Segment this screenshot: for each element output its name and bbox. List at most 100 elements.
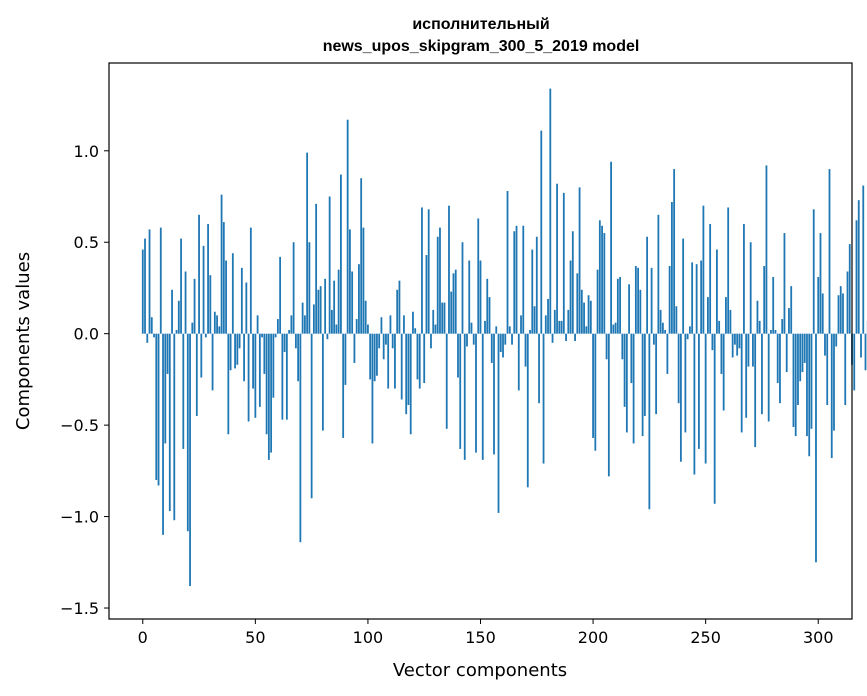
bar-67 xyxy=(292,242,295,334)
bar-170 xyxy=(524,333,527,367)
bar-265 xyxy=(738,333,741,349)
bar-208 xyxy=(610,161,612,334)
bar-174 xyxy=(533,306,536,334)
bar-273 xyxy=(756,300,759,334)
bar-82 xyxy=(326,333,329,340)
bar-211 xyxy=(616,278,619,334)
bar-47 xyxy=(247,333,250,422)
bar-307 xyxy=(833,333,835,431)
bar-279 xyxy=(770,330,772,334)
bar-120 xyxy=(412,311,414,334)
bar-156 xyxy=(493,333,495,455)
bar-198 xyxy=(587,295,590,334)
bar-194 xyxy=(578,187,581,334)
bar-2 xyxy=(146,333,149,343)
bar-223 xyxy=(643,333,646,416)
bar-16 xyxy=(177,300,180,334)
bar-317 xyxy=(855,220,858,334)
bar-243 xyxy=(688,326,691,334)
bar-160 xyxy=(502,333,504,358)
bar-20 xyxy=(186,333,189,532)
bar-285 xyxy=(783,233,786,334)
bar-130 xyxy=(434,324,437,334)
bar-25 xyxy=(198,214,200,334)
bar-35 xyxy=(220,194,223,334)
bar-298 xyxy=(812,209,815,334)
bar-80 xyxy=(321,333,324,431)
bar-86 xyxy=(335,324,338,334)
bar-255 xyxy=(716,249,718,334)
bar-37 xyxy=(225,260,227,334)
bar-161 xyxy=(504,333,507,345)
bar-26 xyxy=(200,333,203,378)
bar-7 xyxy=(157,333,160,486)
bar-106 xyxy=(380,317,383,334)
bar-138 xyxy=(452,273,455,334)
bar-235 xyxy=(670,202,673,334)
bar-220 xyxy=(637,267,640,334)
bar-49 xyxy=(252,333,254,389)
bar-88 xyxy=(340,174,342,334)
bar-224 xyxy=(646,236,649,334)
bar-316 xyxy=(853,333,856,391)
bar-236 xyxy=(673,169,676,334)
bar-304 xyxy=(826,333,829,406)
bar-219 xyxy=(634,266,637,334)
bar-140 xyxy=(457,333,459,378)
bar-103 xyxy=(373,333,376,382)
y-tick-label: −0.5 xyxy=(60,416,99,435)
bar-93 xyxy=(351,271,354,334)
bar-158 xyxy=(497,333,500,513)
bar-289 xyxy=(792,333,795,427)
bar-254 xyxy=(713,333,716,504)
bar-73 xyxy=(306,152,309,334)
bar-246 xyxy=(695,264,698,334)
bar-12 xyxy=(168,333,171,512)
bar-159 xyxy=(499,333,502,352)
x-axis-ticks: 0 50 100 150 200 250 300 xyxy=(138,619,834,647)
bar-128 xyxy=(430,333,432,349)
bar-240 xyxy=(682,238,685,334)
bar-76 xyxy=(312,304,315,334)
bar-301 xyxy=(819,233,822,334)
bar-195 xyxy=(580,289,583,334)
bar-113 xyxy=(396,289,399,334)
bar-318 xyxy=(857,200,860,334)
bar-302 xyxy=(821,293,824,334)
bar-27 xyxy=(202,245,205,334)
bar-248 xyxy=(700,260,703,334)
y-tick-label: −1.5 xyxy=(60,599,99,618)
bar-205 xyxy=(603,233,606,334)
bar-270 xyxy=(749,242,752,334)
bar-278 xyxy=(767,333,770,422)
bar-34 xyxy=(218,326,221,334)
bar-0 xyxy=(141,249,144,334)
bar-286 xyxy=(785,333,788,373)
bar-242 xyxy=(686,333,689,340)
bar-201 xyxy=(594,333,597,451)
bar-154 xyxy=(488,297,491,334)
bar-264 xyxy=(736,333,739,356)
bar-117 xyxy=(405,333,408,415)
bar-11 xyxy=(166,333,169,374)
bar-131 xyxy=(436,236,439,334)
bar-124 xyxy=(421,207,423,334)
bar-17 xyxy=(180,238,182,334)
bar-190 xyxy=(569,260,572,334)
bar-292 xyxy=(799,333,802,382)
x-tick-label: 0 xyxy=(138,628,148,647)
bar-78 xyxy=(317,289,320,334)
bar-234 xyxy=(668,266,671,334)
bar-259 xyxy=(725,297,727,334)
bar-79 xyxy=(319,286,322,334)
bar-157 xyxy=(495,326,498,334)
bar-147 xyxy=(472,333,475,345)
bar-313 xyxy=(846,271,849,334)
bar-196 xyxy=(583,302,585,334)
bar-40 xyxy=(231,253,234,334)
bar-239 xyxy=(679,333,682,462)
bar-100 xyxy=(367,324,369,334)
bar-55 xyxy=(265,333,268,435)
bar-263 xyxy=(734,333,736,345)
bar-3 xyxy=(148,229,151,334)
